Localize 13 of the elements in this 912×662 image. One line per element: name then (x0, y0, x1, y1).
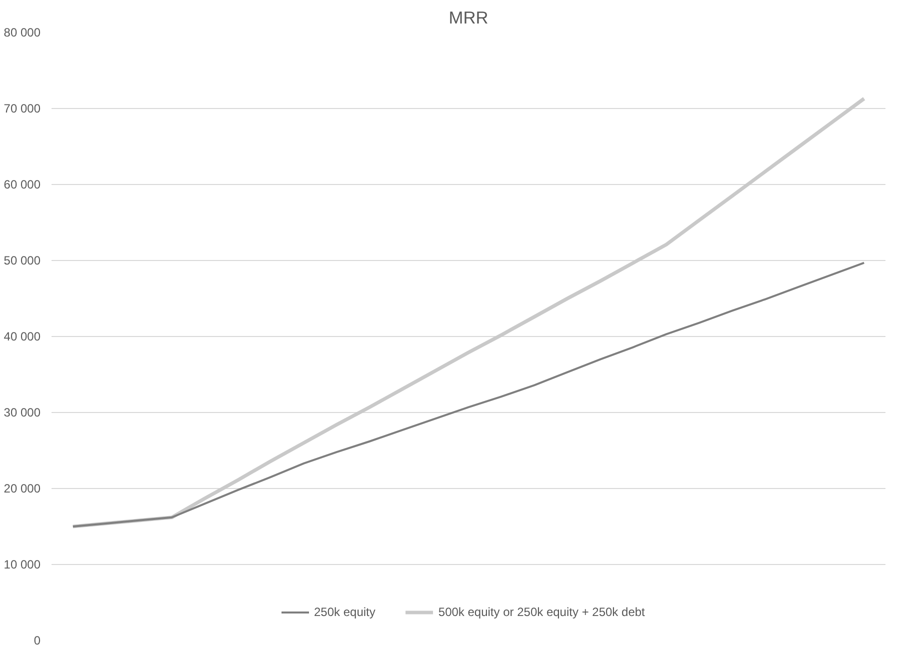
y-tick-label: 20 000 (4, 482, 41, 496)
y-tick-label: 40 000 (4, 330, 41, 344)
chart-title: MRR (448, 8, 488, 28)
line-series (72, 262, 866, 528)
legend-label: 500k equity or 250k equity + 250k debt (438, 605, 645, 619)
y-tick-label: 70 000 (4, 102, 41, 116)
y-tick-label: 30 000 (4, 406, 41, 420)
y-tick-label: 10 000 (4, 558, 41, 572)
legend-label: 250k equity (314, 605, 376, 619)
y-tick-label: 50 000 (4, 254, 41, 268)
y-tick-label: 0 (34, 634, 41, 648)
y-tick-label: 60 000 (4, 178, 41, 192)
y-tick-label: 80 000 (4, 26, 41, 40)
